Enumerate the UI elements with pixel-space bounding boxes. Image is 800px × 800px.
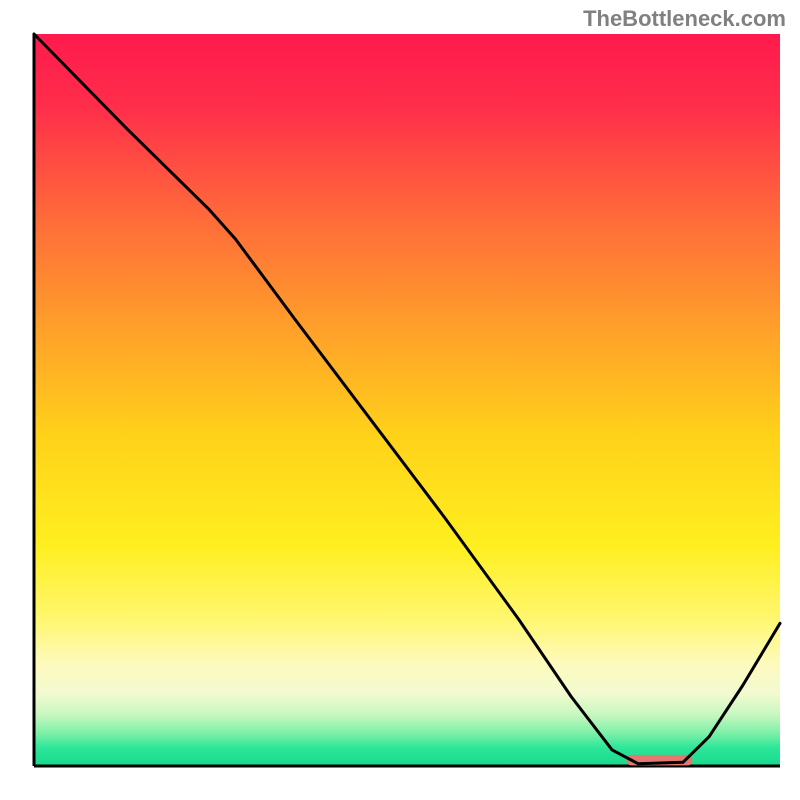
watermark-text: TheBottleneck.com (583, 6, 786, 32)
chart-root: TheBottleneck.com (0, 0, 800, 800)
bottleneck-curve (34, 34, 780, 764)
chart-overlay-svg (0, 0, 800, 800)
